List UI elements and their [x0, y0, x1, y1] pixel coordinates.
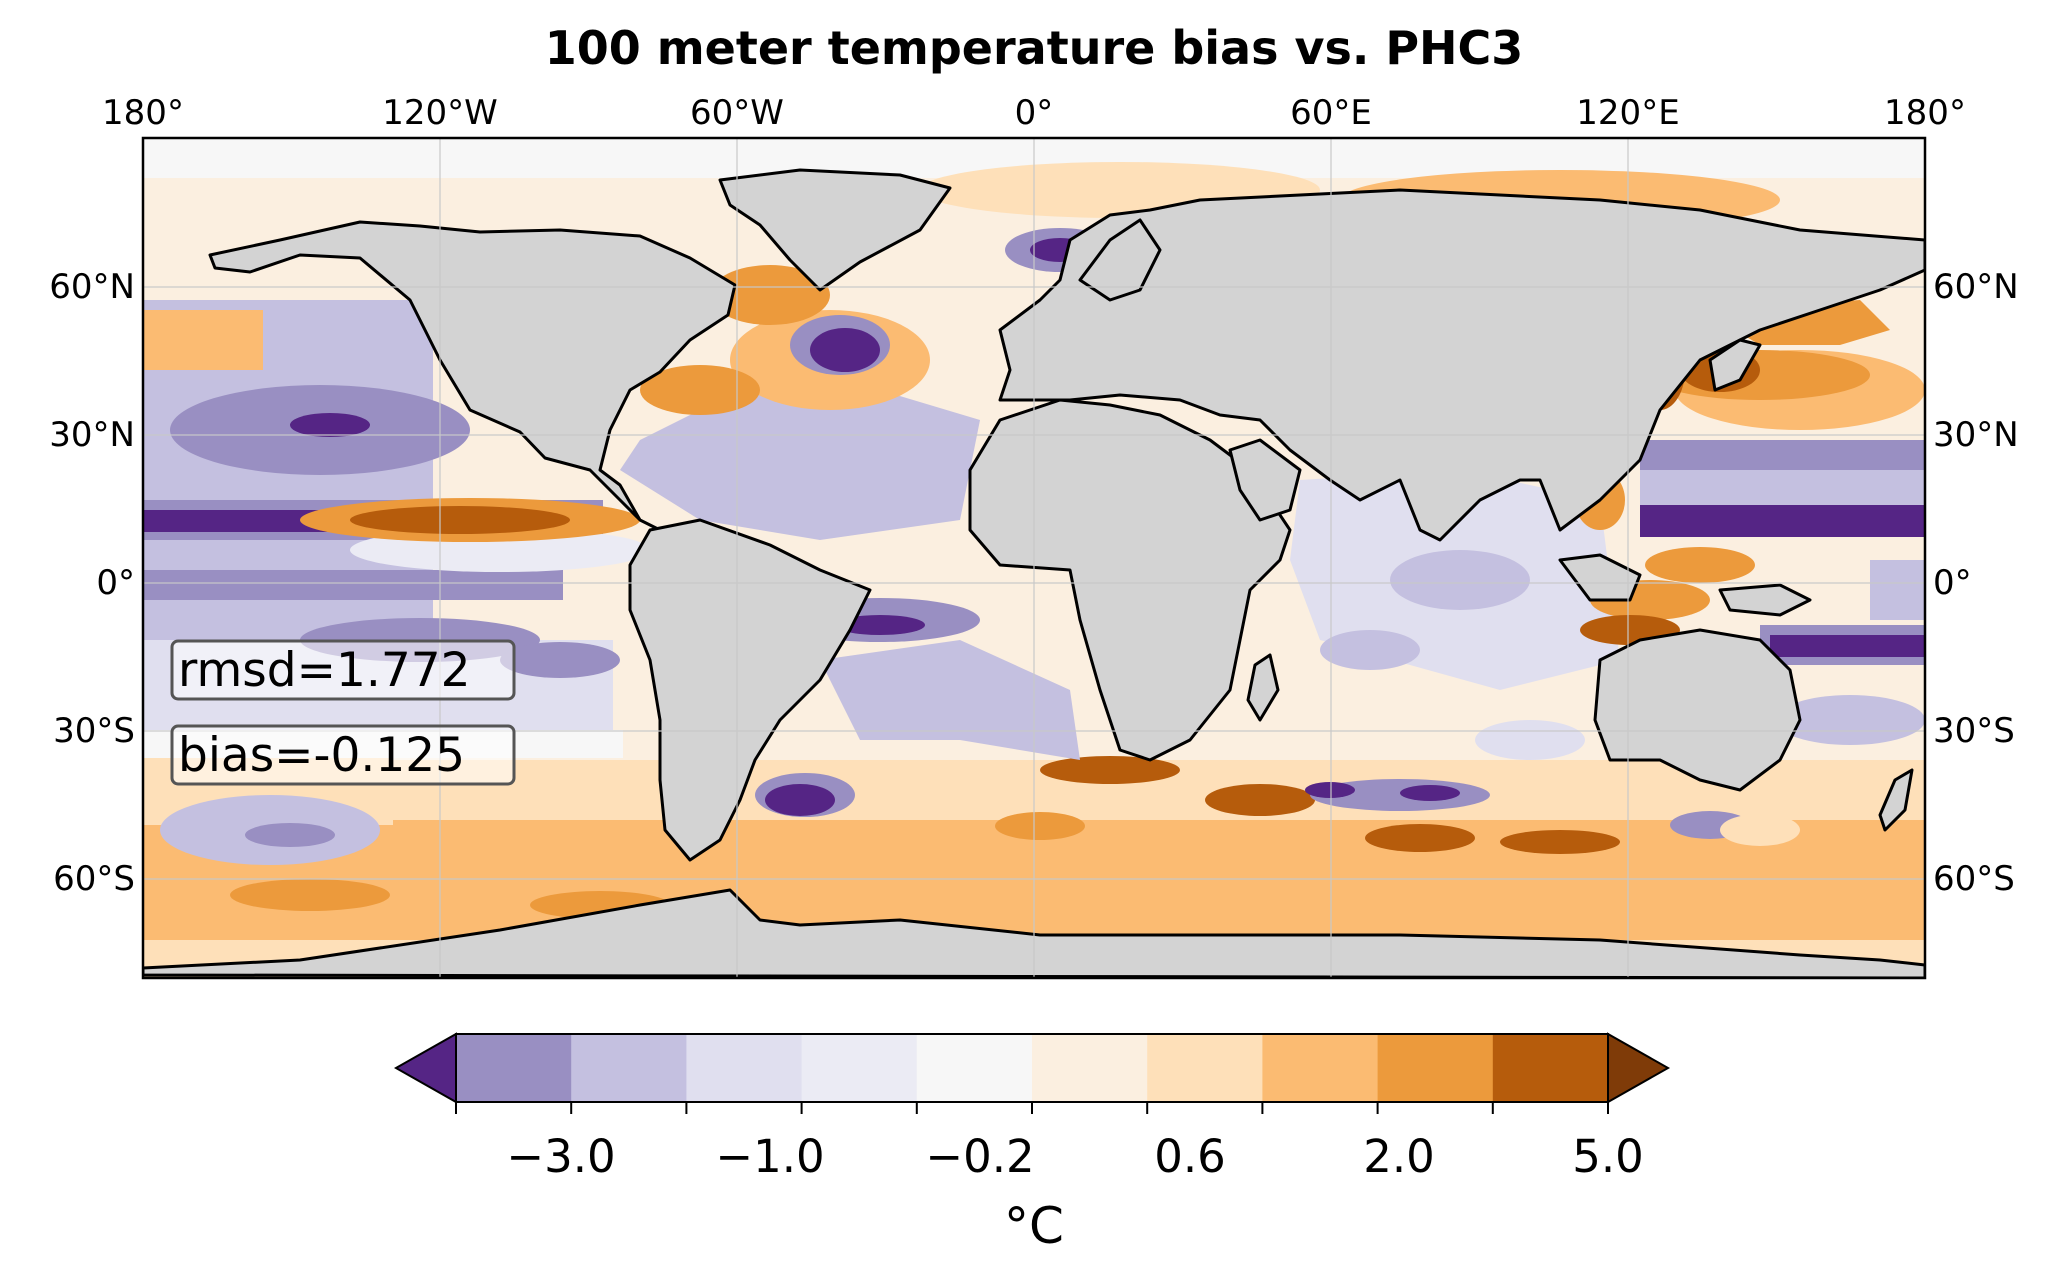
chart-title: 100 meter temperature bias vs. PHC3 — [545, 21, 1524, 75]
colorbar-tick-label: −1.0 — [715, 1130, 824, 1183]
lat-tick-label: 60°N — [49, 267, 135, 307]
lat-tick-labels-right: 60°N 30°N 0° 30°S 60°S — [1933, 267, 2019, 899]
lat-tick-label: 30°S — [53, 711, 135, 751]
colorbar-tick-label: −3.0 — [506, 1130, 615, 1183]
lon-tick-label: 60°E — [1290, 93, 1372, 133]
rmsd-text: rmsd=1.772 — [178, 643, 471, 698]
map-frame — [141, 136, 1927, 980]
colorbar-bin — [1377, 1034, 1494, 1102]
colorbar-bin — [1492, 1034, 1609, 1102]
land-japan — [1708, 338, 1762, 392]
colorbar-extension-low — [393, 1032, 457, 1104]
land-scandinavia — [1078, 218, 1162, 302]
map-panel — [143, 138, 1925, 978]
lon-tick-label: 60°W — [690, 93, 784, 133]
colorbar-bin — [571, 1034, 687, 1102]
lat-tick-label: 0° — [96, 563, 135, 603]
colorbar-bin — [1032, 1034, 1148, 1102]
colorbar — [393, 1032, 1671, 1114]
colorbar-bin — [801, 1034, 918, 1102]
land-arabia — [1228, 438, 1302, 522]
land-maritime-continent — [1558, 553, 1642, 602]
lon-tick-label: 180° — [102, 93, 184, 133]
colorbar-tick-labels: −3.0 −1.0 −0.2 0.6 2.0 5.0 — [506, 1130, 1643, 1183]
lat-tick-label: 60°S — [1933, 859, 2015, 899]
colorbar-bin — [456, 1034, 572, 1102]
colorbar-bin — [1262, 1034, 1379, 1102]
lat-tick-label: 60°S — [53, 859, 135, 899]
land-antarctica — [143, 888, 1925, 978]
lat-tick-labels-left: 60°N 30°N 0° 30°S 60°S — [49, 267, 135, 899]
land-new-zealand — [1878, 768, 1914, 832]
lon-tick-label: 120°E — [1576, 93, 1679, 133]
land-greenland — [718, 168, 952, 292]
land-new-guinea — [1718, 583, 1812, 617]
lon-tick-label: 120°W — [382, 93, 498, 133]
land-africa — [968, 398, 1292, 762]
bias-text: bias=-0.125 — [178, 728, 465, 783]
land-madagascar — [1246, 653, 1280, 722]
colorbar-tick-label: 0.6 — [1154, 1130, 1226, 1183]
lon-tick-label: 0° — [1015, 93, 1054, 133]
colorbar-tick-label: −0.2 — [925, 1130, 1034, 1183]
colorbar-tick-label: 2.0 — [1363, 1130, 1435, 1183]
lat-tick-label: 30°S — [1933, 711, 2015, 751]
bias-box: bias=-0.125 — [170, 724, 516, 786]
lat-tick-label: 60°N — [1933, 267, 2019, 307]
land-north-america — [208, 220, 737, 532]
lon-tick-labels: 180° 120°W 60°W 0° 60°E 120°E 180° — [102, 93, 1966, 133]
land — [143, 168, 1925, 978]
land-australia — [1593, 628, 1802, 792]
colorbar-extension-high — [1607, 1032, 1671, 1104]
lat-tick-label: 30°N — [1933, 415, 2019, 455]
land-south-america — [628, 518, 872, 862]
colorbar-label: °C — [1004, 1197, 1064, 1255]
colorbar-bin — [916, 1034, 1033, 1102]
lat-tick-label: 0° — [1933, 563, 1972, 603]
colorbar-bin — [1147, 1034, 1263, 1102]
colorbar-bin — [686, 1034, 803, 1102]
lat-tick-label: 30°N — [49, 415, 135, 455]
lon-tick-label: 180° — [1884, 93, 1966, 133]
colorbar-tick-label: 5.0 — [1572, 1130, 1644, 1183]
rmsd-box: rmsd=1.772 — [170, 639, 516, 701]
